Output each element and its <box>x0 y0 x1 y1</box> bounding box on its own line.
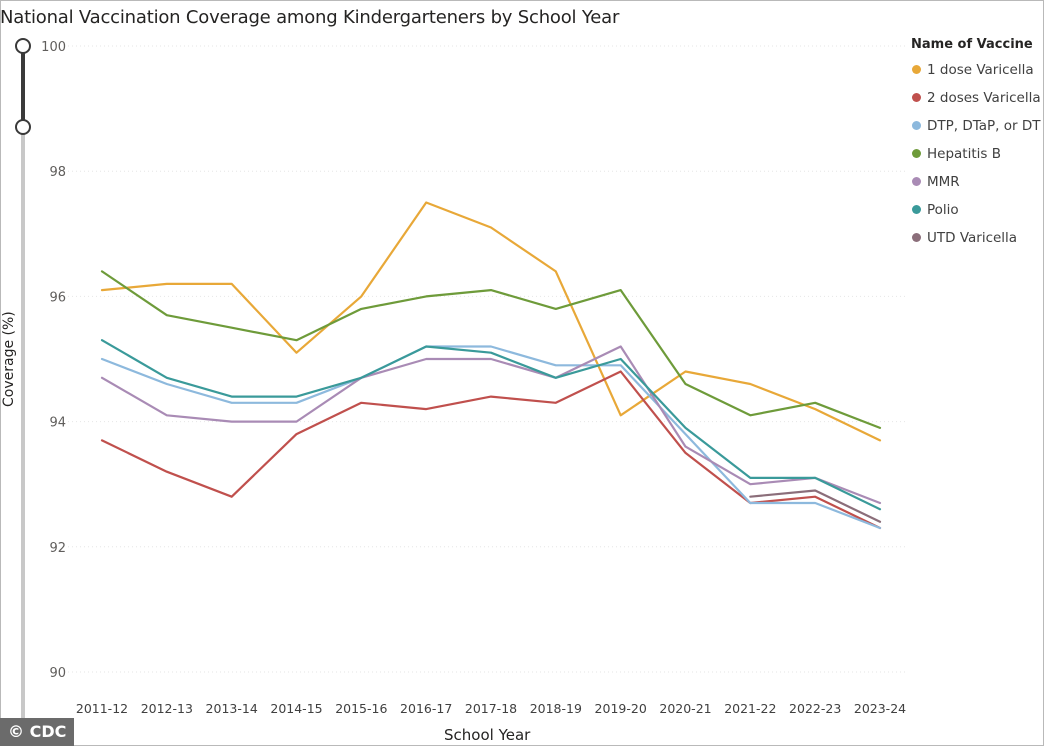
legend-swatch <box>912 176 921 186</box>
series-line-mmr <box>100 345 882 505</box>
legend-swatch <box>912 64 921 74</box>
chart-title: National Vaccination Coverage among Kind… <box>0 7 620 28</box>
series-line-utd-varicella <box>749 489 882 523</box>
x-tick-label: 2017-18 <box>465 701 517 716</box>
x-tick-label: 2012-13 <box>141 701 193 716</box>
series-line-hepatitis-b <box>100 270 882 429</box>
x-tick-label: 2019-20 <box>595 701 647 716</box>
legend-label: UTD Varicella <box>927 230 1018 246</box>
y-tick-label: 96 <box>49 290 66 305</box>
y-tick-label: 98 <box>49 165 66 180</box>
credit-badge: © CDC <box>0 718 75 746</box>
y-axis-label: Coverage (%) <box>1 311 17 407</box>
x-tick-label: 2011-12 <box>76 701 128 716</box>
y-tick-label: 94 <box>49 416 66 431</box>
series-line-2-doses-varicella <box>100 370 882 530</box>
y-tick-label: 100 <box>41 40 66 55</box>
x-tick-label: 2013-14 <box>206 701 258 716</box>
legend-label: MMR <box>927 174 960 190</box>
series-line-dtp-dtap-or-dt <box>100 345 882 530</box>
legend-swatch <box>912 148 921 158</box>
slider-handle-bottom[interactable] <box>15 119 31 136</box>
x-tick-label: 2016-17 <box>400 701 452 716</box>
x-tick-label: 2018-19 <box>530 701 582 716</box>
slider-handle-top[interactable] <box>15 38 31 54</box>
legend-item[interactable]: 1 dose Varicella <box>912 62 1034 80</box>
y-range-slider-selection[interactable] <box>21 46 25 128</box>
legend-label: 2 doses Varicella <box>927 90 1041 106</box>
legend-swatch <box>912 120 921 130</box>
y-tick-label: 92 <box>49 541 66 556</box>
legend-swatch <box>912 232 921 242</box>
x-axis-label: School Year <box>444 726 531 744</box>
legend-item[interactable]: DTP, DTaP, or DT <box>912 118 1041 136</box>
legend-item[interactable]: UTD Varicella <box>912 230 1017 248</box>
x-tick-label: 2020-21 <box>659 701 711 716</box>
y-range-slider[interactable] <box>21 44 25 720</box>
legend-swatch <box>912 204 921 214</box>
x-tick-label: 2021-22 <box>724 701 776 716</box>
x-tick-label: 2014-15 <box>270 701 322 716</box>
legend-label: Hepatitis B <box>927 146 1001 162</box>
y-tick-label: 90 <box>49 666 66 681</box>
series-line-polio <box>100 339 882 511</box>
legend-title: Name of Vaccine <box>911 37 1033 52</box>
legend-item[interactable]: 2 doses Varicella <box>912 90 1041 108</box>
x-tick-label: 2022-23 <box>789 701 841 716</box>
legend-item[interactable]: Hepatitis B <box>912 146 1001 164</box>
x-tick-label: 2015-16 <box>335 701 387 716</box>
series-line-1-dose-varicella <box>100 201 882 442</box>
legend-label: DTP, DTaP, or DT <box>927 118 1041 134</box>
legend-label: 1 dose Varicella <box>927 62 1034 78</box>
x-tick-label: 2023-24 <box>854 701 906 716</box>
legend-swatch <box>912 92 921 102</box>
legend-label: Polio <box>927 202 959 218</box>
legend-item[interactable]: Polio <box>912 202 959 220</box>
legend-item[interactable]: MMR <box>912 174 960 192</box>
